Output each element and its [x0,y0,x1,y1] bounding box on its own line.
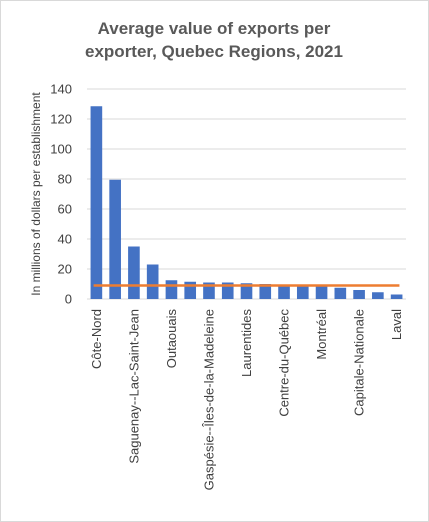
bar [165,280,178,299]
y-tick-label: 40 [58,232,72,247]
bars [90,106,403,299]
bar [259,284,272,299]
x-tick-label: Gaspésie--Îles-de-la-Madeleine [201,309,216,490]
x-tick-label: Capitale-Nationale [352,309,367,416]
y-tick-label: 20 [58,262,72,277]
y-tick-label: 100 [50,142,72,157]
y-tick-label: 120 [50,112,72,127]
x-tick-label: Outaouais [164,309,179,369]
bar [296,285,309,299]
bar [184,281,197,299]
bar [146,264,159,299]
bar [278,284,290,299]
y-axis-title: In millions of dollars per establishment [29,92,43,296]
chart-title-line-2: exporter, Quebec Regions, 2021 [85,42,343,61]
y-tick-label: 80 [58,172,72,187]
y-tick-label: 0 [65,292,72,307]
bar [390,294,403,299]
x-tick-label: Montréal [314,309,329,360]
bar [240,283,253,299]
bar [109,179,121,299]
bar [128,246,140,299]
x-tick-label: Côte-Nord [89,309,104,369]
y-tick-label: 60 [58,202,72,217]
bar [203,282,215,299]
bar [353,290,365,299]
bar [90,106,103,299]
x-tick-label: Saguenay--Lac-Saint-Jean [126,309,141,464]
bar [315,286,328,299]
x-tick-label: Laval [389,309,404,340]
x-tick-labels: Côte-Nord Saguenay--Lac-Saint-Jean Outaoua… [89,309,404,491]
x-tick-label: Laurentides [239,309,254,377]
x-tick-label: Centre-du-Québec [277,309,292,417]
y-tick-label: 140 [50,82,72,97]
y-tick-labels: 0 20 40 60 80 100 120 140 [50,82,72,307]
bar [372,292,384,299]
chart-title-line-1: Average value of exports per [98,19,331,38]
gridlines [87,88,406,300]
bar [334,287,347,299]
bar [221,282,234,299]
